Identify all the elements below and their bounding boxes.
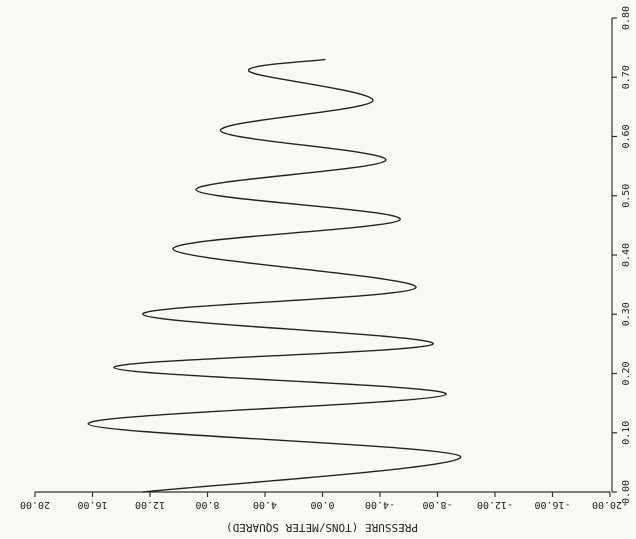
data-line	[87, 58, 462, 493]
y-tick-label: -8.00	[422, 499, 452, 510]
y-tick-label: -20.00	[592, 499, 628, 510]
y-tick-label: -16.00	[534, 499, 570, 510]
x-tick-label: 0.80	[621, 6, 632, 30]
y-tick-label: 16.00	[77, 499, 107, 510]
y-tick-label: 0.00	[310, 499, 334, 510]
y-tick-label: 20.00	[20, 499, 50, 510]
x-tick-label: 0.70	[621, 65, 632, 89]
y-tick-label: -12.00	[477, 499, 513, 510]
y-tick-label: -4.00	[365, 499, 395, 510]
x-tick-label: 0.50	[621, 184, 632, 208]
axis-title: PRESSURE (TONS/METER SQUARED)	[226, 521, 418, 534]
y-tick-label: 8.00	[195, 499, 219, 510]
x-tick-label: 0.30	[621, 302, 632, 326]
x-tick-label: 0.40	[621, 243, 632, 267]
x-tick-label: 0.10	[621, 421, 632, 445]
y-tick-label: 4.00	[253, 499, 277, 510]
x-tick-label: 0.00	[621, 480, 632, 504]
x-tick-label: 0.60	[621, 124, 632, 148]
y-tick-label: 12.00	[135, 499, 165, 510]
x-tick-label: 0.20	[621, 361, 632, 385]
